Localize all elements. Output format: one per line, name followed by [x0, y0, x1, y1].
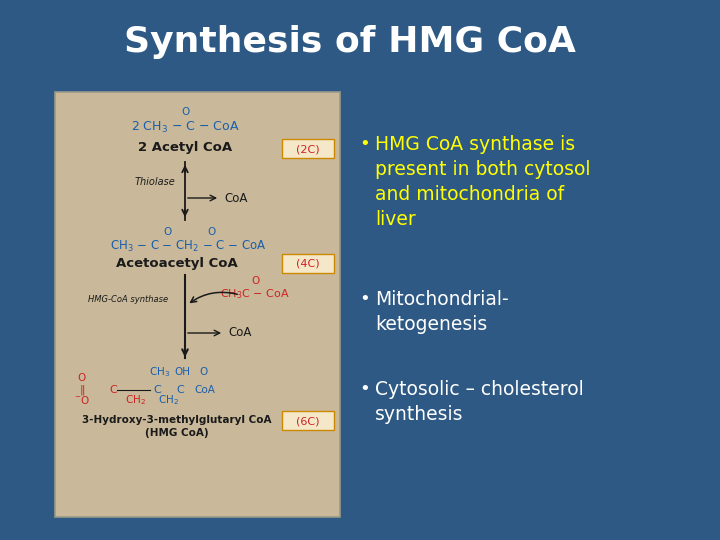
Text: (6C): (6C) [296, 416, 320, 426]
Text: •: • [359, 135, 370, 153]
FancyBboxPatch shape [282, 139, 334, 158]
Text: Acetoacetyl CoA: Acetoacetyl CoA [116, 256, 238, 269]
Text: C: C [176, 385, 184, 395]
Text: Mitochondrial-
ketogenesis: Mitochondrial- ketogenesis [375, 290, 508, 334]
FancyBboxPatch shape [282, 411, 334, 430]
Text: O: O [208, 227, 216, 237]
Text: O: O [251, 276, 259, 286]
Text: CH$_3$: CH$_3$ [149, 365, 171, 379]
Text: 2 Acetyl CoA: 2 Acetyl CoA [138, 141, 232, 154]
Text: 3-Hydroxy-3-methylglutaryl CoA: 3-Hydroxy-3-methylglutaryl CoA [82, 415, 271, 425]
Text: CoA: CoA [224, 192, 248, 205]
Text: O: O [181, 107, 189, 117]
Text: HMG CoA synthase is
present in both cytosol
and mitochondria of
liver: HMG CoA synthase is present in both cyto… [375, 135, 590, 229]
Text: CH$_3$ $-$ C $-$ CH$_2$ $-$ C $-$ CoA: CH$_3$ $-$ C $-$ CH$_2$ $-$ C $-$ CoA [109, 239, 266, 254]
Text: C: C [153, 385, 161, 395]
Text: CH$_2$: CH$_2$ [158, 393, 179, 407]
Text: •: • [359, 290, 370, 308]
Text: $^{-}$O: $^{-}$O [74, 394, 90, 406]
Text: ‖: ‖ [79, 384, 85, 395]
Text: •: • [359, 380, 370, 398]
Text: C: C [109, 385, 117, 395]
Text: CoA: CoA [228, 327, 251, 340]
Text: (2C): (2C) [296, 144, 320, 154]
FancyBboxPatch shape [55, 92, 340, 517]
Text: (4C): (4C) [296, 259, 320, 269]
Text: Synthesis of HMG CoA: Synthesis of HMG CoA [124, 25, 576, 59]
FancyBboxPatch shape [282, 254, 334, 273]
Text: (HMG CoA): (HMG CoA) [145, 428, 209, 438]
Text: CH$_3$C $-$ CoA: CH$_3$C $-$ CoA [220, 287, 290, 301]
Text: Thiolase: Thiolase [135, 177, 176, 187]
Text: CoA: CoA [194, 385, 215, 395]
Text: Cytosolic – cholesterol
synthesis: Cytosolic – cholesterol synthesis [375, 380, 584, 424]
Text: HMG-CoA synthase: HMG-CoA synthase [88, 295, 168, 305]
Text: 2 CH$_3$ $-$ C $-$ CoA: 2 CH$_3$ $-$ C $-$ CoA [131, 119, 239, 134]
Text: OH: OH [174, 367, 190, 377]
Text: O: O [78, 373, 86, 383]
Text: CH$_2$: CH$_2$ [125, 393, 145, 407]
Text: O: O [164, 227, 172, 237]
Text: O: O [200, 367, 208, 377]
